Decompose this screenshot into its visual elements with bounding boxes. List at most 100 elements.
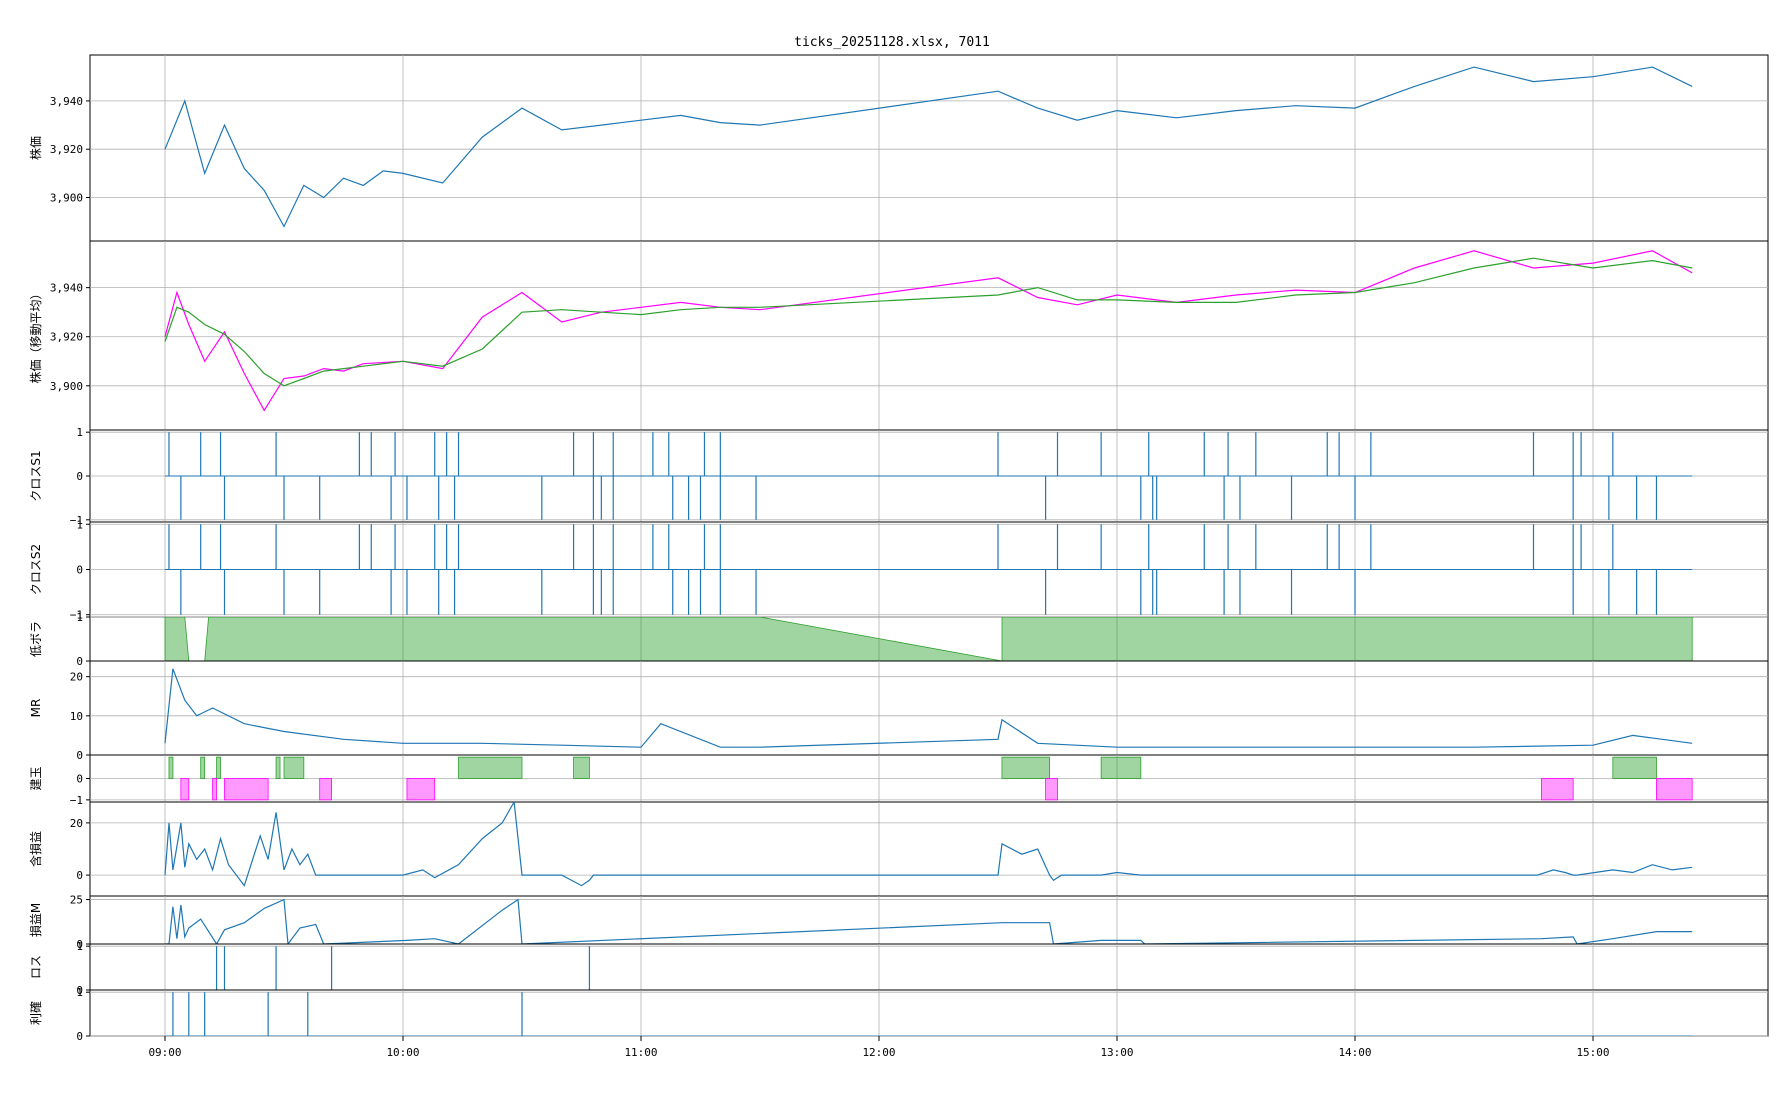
y-axis-label: 株価（移動平均）	[28, 287, 43, 383]
y-tick-label: −1	[70, 514, 83, 527]
short-position-block	[406, 778, 436, 801]
short-position-block	[1541, 778, 1574, 801]
y-tick-label: 0	[76, 470, 83, 483]
plot-area	[165, 432, 1693, 520]
y-tick-label: 10	[70, 710, 83, 723]
long-position-block	[1001, 756, 1050, 779]
subplot-8: 0 20 含損益	[28, 801, 1769, 897]
y-tick-label: −1	[70, 794, 83, 807]
y-axis-label: 含損益	[28, 831, 43, 867]
long-position-block	[1612, 756, 1657, 779]
axes-frame	[89, 616, 1769, 662]
subplot-7: −1 0 建玉	[29, 754, 1769, 807]
plot-area	[168, 756, 1693, 801]
subplot-1: 3,900 3,920 3,940 株価	[28, 54, 1769, 242]
y-axis-label: クロスS1	[29, 450, 43, 501]
long-position-block	[1100, 756, 1142, 779]
plot-area	[164, 668, 1693, 748]
axes-frame	[89, 989, 1769, 1037]
y-axis-label: 利確	[28, 1001, 43, 1025]
subplot-5: 0 1 低ボラ	[29, 611, 1769, 668]
x-axis: 09:00 10:00 11:00 12:00 13:00 14:00 15:00	[148, 1036, 1610, 1059]
y-tick-label: 0	[76, 773, 83, 786]
long-position-block	[573, 756, 590, 779]
x-tick-label: 14:00	[1338, 1046, 1371, 1059]
y-tick-label: 1	[76, 518, 83, 531]
plot-area	[164, 802, 1693, 887]
y-tick-label: 3,920	[50, 143, 83, 156]
y-tick-label: 3,940	[50, 95, 83, 108]
y-tick-label: −1	[70, 609, 83, 622]
plot-area	[164, 66, 1693, 228]
x-tick-label: 09:00	[148, 1046, 181, 1059]
plot-area	[164, 617, 1693, 661]
y-tick-label: 3,940	[50, 282, 83, 295]
y-tick-label: 0	[76, 655, 83, 668]
long-position-block	[275, 756, 281, 779]
plot-area	[165, 992, 1693, 1036]
series-line-1	[164, 66, 1693, 228]
long-position-block	[458, 756, 523, 779]
short-position-block	[224, 778, 269, 801]
subplot-9: 0 25 損益M	[28, 894, 1769, 951]
subplot-4: −1 0 1 クロスS2	[29, 518, 1769, 622]
subplot-2: 3,900 3,920 3,940 株価（移動平均）	[28, 240, 1769, 431]
y-tick-label: 0	[76, 1030, 83, 1043]
axes-frame	[89, 660, 1769, 756]
y-tick-label: 1	[76, 611, 83, 624]
y-tick-label: 20	[70, 671, 83, 684]
x-tick-label: 11:00	[624, 1046, 657, 1059]
y-tick-label: 0	[76, 749, 83, 762]
short-position-block	[180, 778, 190, 801]
plot-area	[165, 946, 1693, 990]
y-tick-label: 0	[76, 984, 83, 997]
short-position-block	[1656, 778, 1693, 801]
y-tick-label: 0	[76, 938, 83, 951]
series-line-1	[164, 802, 1693, 887]
long-position-block	[168, 756, 174, 779]
y-tick-label: 0	[76, 869, 83, 882]
long-position-block	[200, 756, 206, 779]
x-tick-label: 12:00	[862, 1046, 895, 1059]
x-tick-label: 13:00	[1100, 1046, 1133, 1059]
y-axis-label: クロスS2	[29, 544, 43, 595]
short-position-block	[319, 778, 333, 801]
y-tick-label: 1	[76, 426, 83, 439]
subplot-stack: 3,900 3,920 3,940 株価 3,900 3,920 3,940 株価（移動平均）…	[28, 54, 1769, 1043]
axes-frame	[89, 240, 1769, 431]
y-tick-label: 1	[76, 986, 83, 999]
y-axis-label: MR	[29, 699, 43, 718]
chart-title: ticks_20251128.xlsx, 7011	[794, 35, 990, 50]
y-tick-label: 0	[76, 564, 83, 577]
y-tick-label: 3,900	[50, 192, 83, 205]
series-line-1	[164, 668, 1693, 748]
series-line-1	[165, 898, 1693, 944]
y-tick-label: 1	[76, 940, 83, 953]
y-axis-label: 建玉	[29, 766, 43, 790]
axes-frame	[89, 943, 1769, 991]
y-tick-label: 20	[70, 817, 83, 830]
plot-area	[165, 898, 1693, 944]
y-tick-label: 3,900	[50, 380, 83, 393]
plot-area	[164, 250, 1693, 412]
y-axis-label: ロス	[29, 955, 43, 979]
long-position-block	[283, 756, 305, 779]
axes-frame	[89, 54, 1769, 242]
y-tick-label: 3,920	[50, 331, 83, 344]
subplot-3: −1 0 1 クロスS1	[29, 426, 1769, 527]
short-position-block	[212, 778, 217, 801]
subplot-6: 0 10 20 MR	[29, 660, 1769, 762]
axes-frame	[89, 895, 1769, 945]
y-axis-label: 株価	[28, 136, 43, 160]
series-line-1	[164, 250, 1693, 412]
x-tick-label: 10:00	[386, 1046, 419, 1059]
long-position-block	[216, 756, 221, 779]
series-line-2	[164, 257, 1693, 387]
y-axis-label: 低ボラ	[29, 621, 43, 657]
short-position-block	[1045, 778, 1058, 801]
y-tick-label: 25	[70, 894, 83, 907]
y-axis-label: 損益M	[28, 903, 43, 937]
